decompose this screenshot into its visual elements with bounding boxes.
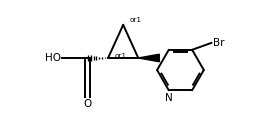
Text: O: O (84, 99, 92, 109)
Text: or1: or1 (114, 53, 126, 59)
Text: HO: HO (45, 53, 61, 63)
Text: Br: Br (213, 38, 224, 48)
Text: N: N (165, 93, 173, 103)
Polygon shape (138, 54, 159, 62)
Text: or1: or1 (130, 17, 142, 23)
